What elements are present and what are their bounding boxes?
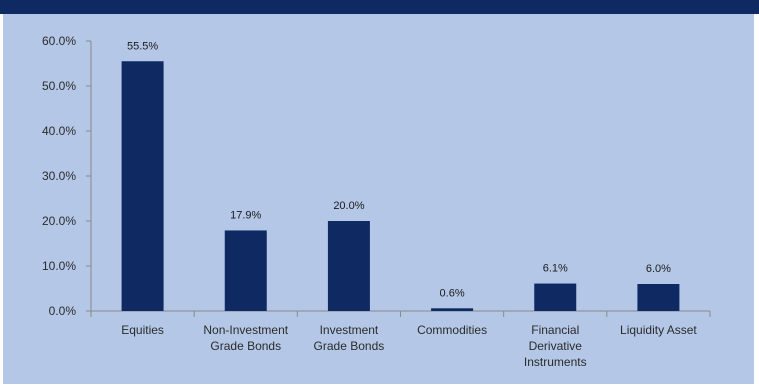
y-tick-label: 60.0% — [42, 34, 76, 48]
data-label: 6.1% — [543, 263, 568, 275]
bar — [534, 283, 577, 311]
bar — [431, 308, 474, 311]
data-label: 17.9% — [230, 209, 261, 221]
category-label: Equities — [121, 323, 164, 337]
bar — [121, 61, 164, 311]
y-tick-label: 40.0% — [42, 124, 76, 138]
bar — [327, 221, 370, 311]
bar — [224, 230, 267, 311]
category-label: Grade Bonds — [314, 339, 385, 353]
data-label: 20.0% — [333, 200, 364, 212]
category-label: Derivative — [529, 339, 583, 353]
bar — [637, 284, 680, 311]
category-label: Commodities — [417, 323, 487, 337]
data-label: 55.5% — [127, 40, 158, 52]
y-tick-label: 10.0% — [42, 259, 76, 273]
category-label: Liquidity Asset — [620, 323, 697, 337]
data-label: 6.0% — [646, 263, 671, 275]
data-label: 0.6% — [440, 287, 465, 299]
category-label: Non-Investment — [203, 323, 288, 337]
category-label: Instruments — [524, 355, 587, 369]
y-tick-label: 0.0% — [49, 304, 77, 318]
y-tick-label: 50.0% — [42, 79, 76, 93]
category-label: Financial — [531, 323, 579, 337]
y-tick-label: 20.0% — [42, 214, 76, 228]
y-tick-label: 30.0% — [42, 169, 76, 183]
category-label: Grade Bonds — [210, 339, 281, 353]
header-band — [0, 0, 759, 14]
category-label: Investment — [320, 323, 379, 337]
